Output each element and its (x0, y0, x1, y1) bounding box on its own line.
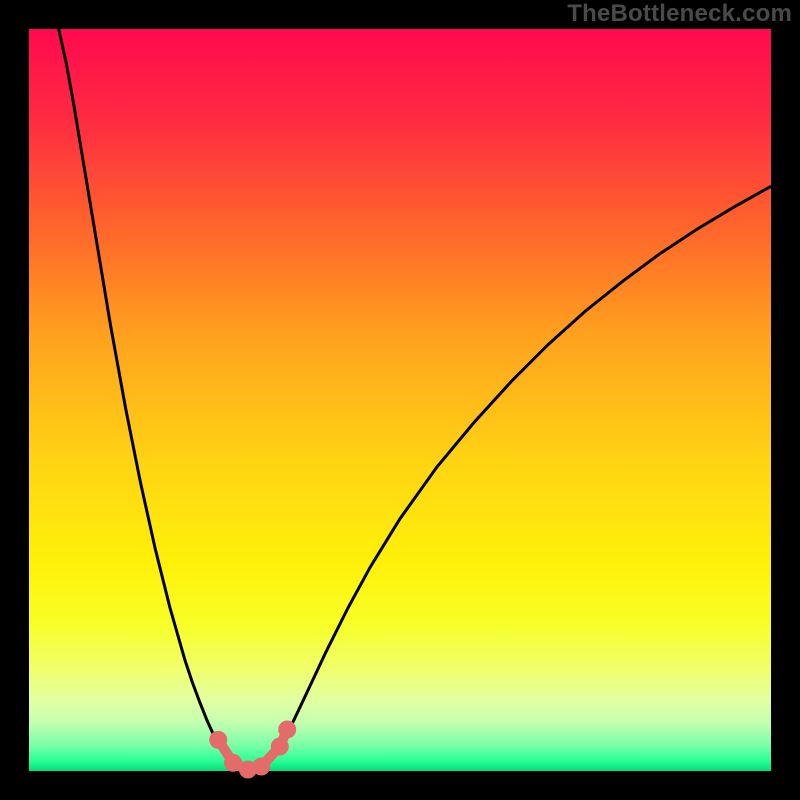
watermark-text: TheBottleneck.com (567, 0, 792, 28)
data-marker (278, 720, 296, 738)
data-marker (209, 731, 227, 749)
plot-background (29, 29, 771, 771)
chart-canvas: TheBottleneck.com (0, 0, 800, 800)
data-marker (252, 758, 270, 776)
data-marker (271, 738, 289, 756)
bottleneck-chart-svg (0, 0, 800, 800)
